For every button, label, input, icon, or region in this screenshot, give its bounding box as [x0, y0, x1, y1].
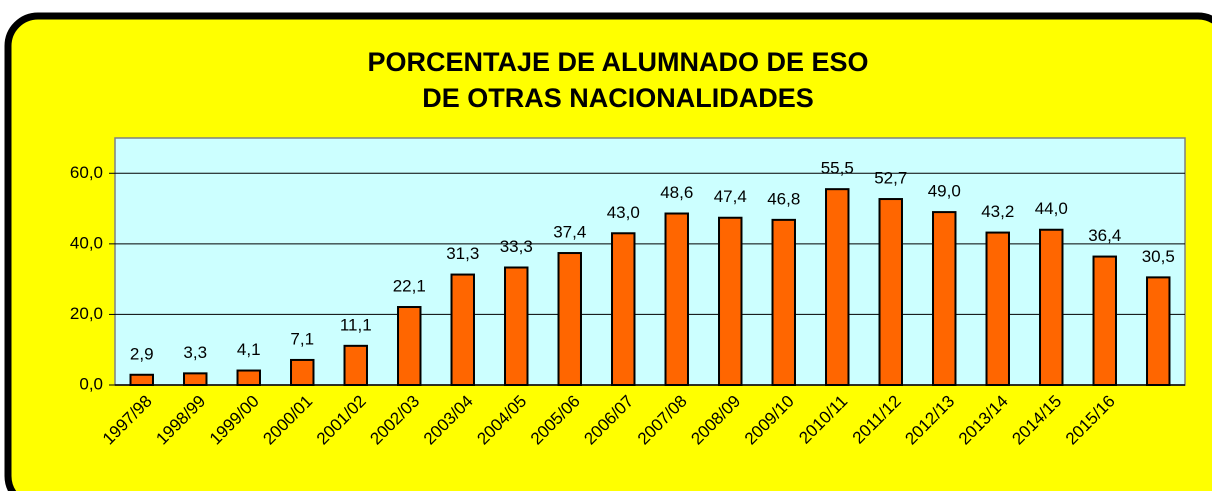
chart-title: PORCENTAJE DE ALUMNADO DE ESO — [367, 47, 868, 77]
value-label: 49,0 — [928, 182, 961, 201]
bar — [664, 212, 689, 386]
bar — [343, 344, 368, 386]
value-label: 22,1 — [393, 277, 426, 296]
chart-title: DE OTRAS NACIONALIDADES — [422, 83, 814, 113]
value-label: 11,1 — [340, 315, 372, 334]
bar — [129, 373, 154, 387]
bar — [1039, 228, 1064, 386]
value-label: 30,5 — [1142, 247, 1175, 266]
bar — [611, 232, 636, 386]
bar — [985, 231, 1010, 386]
value-label: 2,9 — [130, 344, 154, 363]
value-label: 37,4 — [553, 223, 586, 242]
value-label: 7,1 — [290, 329, 314, 348]
value-label: 43,2 — [981, 202, 1014, 221]
value-label: 52,7 — [874, 169, 907, 188]
bar — [1146, 276, 1171, 386]
bar — [878, 198, 903, 386]
value-label: 36,4 — [1088, 226, 1121, 245]
bar — [236, 369, 261, 387]
bar — [504, 266, 529, 386]
y-tick-label: 40,0 — [70, 233, 103, 252]
y-tick-label: 0,0 — [79, 374, 103, 393]
bar — [397, 306, 422, 387]
value-label: 43,0 — [607, 203, 640, 222]
value-label: 33,3 — [500, 237, 533, 256]
y-tick-label: 60,0 — [70, 163, 103, 182]
bar — [1092, 255, 1117, 386]
bar — [450, 273, 475, 387]
bar — [718, 216, 743, 386]
value-label: 44,0 — [1035, 199, 1068, 218]
bar — [183, 372, 208, 386]
bar — [825, 188, 850, 386]
value-label: 55,5 — [821, 159, 854, 178]
value-label: 3,3 — [183, 343, 207, 362]
bar — [557, 252, 582, 386]
value-label: 48,6 — [660, 183, 693, 202]
y-tick-label: 20,0 — [70, 304, 103, 323]
bar — [932, 211, 957, 386]
value-label: 31,3 — [446, 244, 479, 263]
value-label: 47,4 — [714, 187, 747, 206]
bar — [771, 218, 796, 386]
value-label: 4,1 — [237, 340, 261, 359]
bar — [290, 358, 315, 386]
value-label: 46,8 — [767, 189, 800, 208]
plot-area — [114, 137, 1186, 386]
